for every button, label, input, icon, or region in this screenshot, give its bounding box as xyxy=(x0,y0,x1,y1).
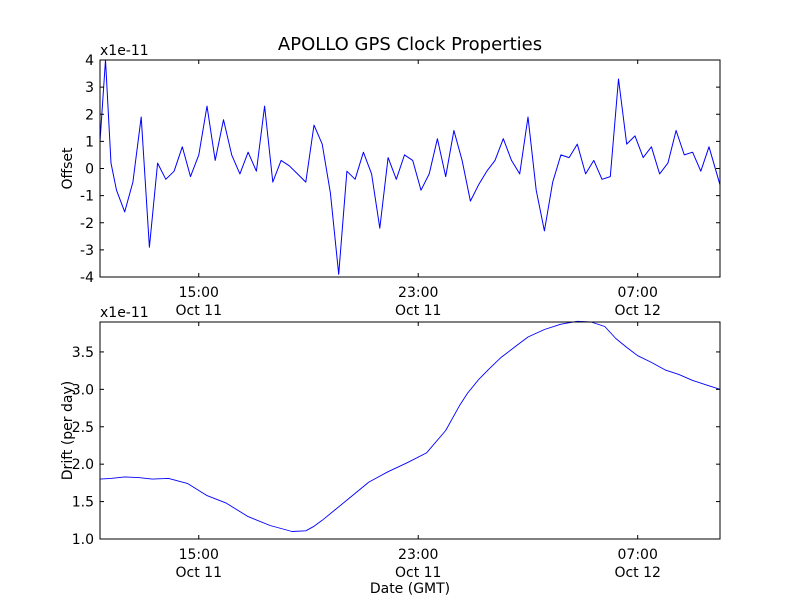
drift-panel: 1.0 1.5 2.0 2.5 3.0 3.5 15:00 Oct 11 23:00 Oct 11… xyxy=(60,305,721,597)
drift-ytick-label: 2.5 xyxy=(72,420,94,436)
drift-ytick-label: 3.0 xyxy=(72,382,94,398)
offset-xtick-date: Oct 11 xyxy=(395,303,441,319)
offset-series-line xyxy=(99,59,721,275)
offset-ytick-label: 3 xyxy=(85,80,94,96)
drift-ylabel: Drift (per day) xyxy=(60,381,76,480)
drift-ytick-label: 2.0 xyxy=(72,457,94,473)
drift-offset-text: x1e-11 xyxy=(100,305,149,321)
drift-xtick-time: 07:00 xyxy=(618,547,658,563)
offset-xtick-date: Oct 12 xyxy=(614,303,660,319)
offset-ytick-label: 4 xyxy=(85,53,94,69)
offset-ytick-label: -4 xyxy=(80,270,94,286)
offset-xtick-time: 23:00 xyxy=(398,285,438,301)
drift-ytick-label: 1.0 xyxy=(72,532,94,548)
drift-xtick-date: Oct 11 xyxy=(395,565,441,581)
drift-series-line xyxy=(99,320,721,532)
figure-title: APOLLO GPS Clock Properties xyxy=(278,34,542,55)
offset-ytick-label: -1 xyxy=(80,189,94,205)
offset-xtick-time: 15:00 xyxy=(179,285,219,301)
offset-xtick-date: Oct 11 xyxy=(176,303,222,319)
drift-ytick-label: 3.5 xyxy=(72,345,94,361)
offset-panel: -4 -3 -2 -1 0 1 2 3 4 15:00 Oct 11 23:00 Oct 11 07:00… xyxy=(60,43,721,319)
offset-ytick-label: 0 xyxy=(85,162,94,178)
drift-xlabel: Date (GMT) xyxy=(370,581,450,597)
offset-ytick-label: 1 xyxy=(85,134,94,150)
offset-ytick-label: 2 xyxy=(85,107,94,123)
offset-ylabel: Offset xyxy=(60,147,76,190)
drift-xtick-date: Oct 11 xyxy=(176,565,222,581)
drift-xtick-time: 15:00 xyxy=(179,547,219,563)
offset-offset-text: x1e-11 xyxy=(100,43,149,59)
offset-ytick-label: -3 xyxy=(80,243,94,259)
offset-xtick-time: 07:00 xyxy=(618,285,658,301)
drift-axes-frame xyxy=(99,321,721,540)
drift-xtick-date: Oct 12 xyxy=(614,565,660,581)
drift-ytick-label: 1.5 xyxy=(72,495,94,511)
drift-xtick-time: 23:00 xyxy=(398,547,438,563)
offset-ytick-label: -2 xyxy=(80,216,94,232)
